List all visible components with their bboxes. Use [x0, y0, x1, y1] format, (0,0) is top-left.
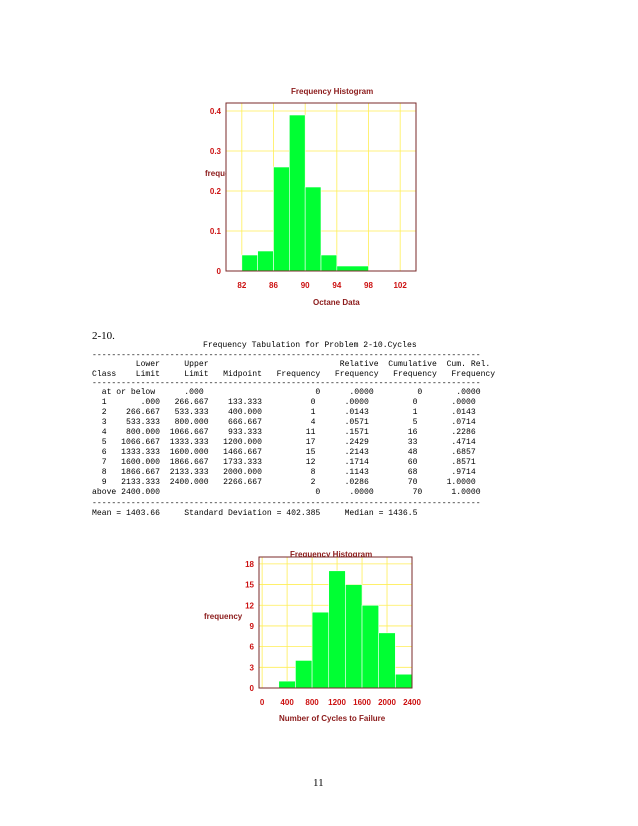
table-divider-mid: ----------------------------------------…: [92, 379, 481, 388]
chart1-x-tick-label: 90: [301, 281, 310, 290]
chart1-title: Frequency Histogram: [291, 87, 374, 96]
table-row: 6 1333.333 1600.000 1466.667 15 .2143 48…: [92, 448, 476, 457]
chart2-bar: [295, 660, 313, 689]
chart2-y-tick-label: 15: [245, 581, 254, 590]
chart1-bar: [273, 166, 290, 272]
chart1-histogram: 0 0.1 0.2 0.3 0.4 82 86 90 94 98 102: [210, 102, 417, 290]
chart1-x-tick-label: 94: [332, 281, 341, 290]
table-title: Frequency Tabulation for Problem 2-10.Cy…: [203, 341, 417, 350]
chart1-bar: [320, 254, 338, 272]
table-divider-bottom: ----------------------------------------…: [92, 499, 481, 508]
table-header-2: Class Limit Limit Midpoint Frequency Fre…: [92, 370, 496, 379]
chart2-x-tick-label: 2000: [378, 698, 396, 707]
chart2-y-tick-label: 9: [250, 622, 255, 631]
chart1-bar: [241, 254, 258, 272]
chart1-bar: [289, 114, 306, 272]
chart1-xlabel: Octane Data: [313, 298, 360, 307]
table-body: at or below .000 0 .0000 0 .0000 1 .000 …: [92, 388, 481, 498]
chart2-bar: [278, 680, 296, 689]
chart1-y-tick-label: 0: [217, 267, 222, 276]
table-summary: Mean = 1403.66 Standard Deviation = 402.…: [92, 509, 418, 518]
chart2-bar: [311, 611, 330, 689]
chart1-x-tick-label: 82: [237, 281, 246, 290]
table-row: 1 .000 266.667 133.333 0 .0000 0 .0000: [92, 398, 476, 407]
chart2-bar: [345, 584, 363, 689]
chart2-x-tick-label: 400: [280, 698, 294, 707]
chart1-y-tick-label: 0.3: [210, 147, 222, 156]
chart2-x-tick-label: 2400: [403, 698, 421, 707]
chart2-x-tick-label: 0: [260, 698, 265, 707]
chart1-x-tick-label: 102: [393, 281, 407, 290]
chart1-bar: [336, 265, 369, 272]
chart2-y-tick-label: 3: [250, 663, 255, 672]
table-row: above 2400.000 0 .0000 70 1.0000: [92, 488, 481, 497]
chart2-histogram: 0 3 6 9 12 15 18 0 400 800 1200 1600 2000 2400: [245, 556, 421, 707]
table-row: 8 1866.667 2133.333 2000.000 8 .1143 68 …: [92, 468, 476, 477]
table-row: 5 1066.667 1333.333 1200.000 17 .2429 33…: [92, 438, 476, 447]
chart1-ylabel: frequency: [205, 169, 244, 178]
chart1-x-tick-label: 86: [269, 281, 278, 290]
chart2-y-tick-label: 6: [250, 643, 255, 652]
chart1-x-tick-label: 98: [364, 281, 373, 290]
chart2-ylabel: frequency: [204, 612, 243, 621]
table-row: 7 1600.000 1866.667 1733.333 12 .1714 60…: [92, 458, 476, 467]
chart2-x-tick-label: 800: [305, 698, 319, 707]
table-row: 9 2133.333 2400.000 2266.667 2 .0286 70 …: [92, 478, 476, 487]
table-row: 3 533.333 800.000 666.667 4 .0571 5 .071…: [92, 418, 476, 427]
chart2-y-tick-label: 12: [245, 601, 254, 610]
chart1-y-tick-label: 0.1: [210, 227, 222, 236]
chart2-y-tick-label: 0: [250, 684, 255, 693]
chart1-bar: [304, 186, 322, 272]
table-row: 4 800.000 1066.667 933.333 11 .1571 16 .…: [92, 428, 476, 437]
chart2-x-tick-label: 1600: [353, 698, 371, 707]
chart2-bar: [328, 570, 346, 689]
chart1-bar: [257, 250, 274, 272]
chart1-frame: [225, 102, 417, 272]
chart2-title: Frequency Histogram: [290, 550, 373, 559]
chart2-bar: [378, 632, 396, 689]
chart1-y-tick-label: 0.2: [210, 187, 222, 196]
chart2-frame: [258, 556, 413, 689]
chart2-y-tick-label: 18: [245, 560, 254, 569]
chart2-bar: [361, 604, 379, 689]
problem-label: 2-10.: [92, 330, 115, 342]
chart2-x-tick-label: 1200: [328, 698, 346, 707]
table-header-1: Lower Upper Relative Cumulative Cum. Rel…: [92, 360, 491, 369]
table-row: 2 266.667 533.333 400.000 1 .0143 1 .014…: [92, 408, 476, 417]
chart1-y-tick-label: 0.4: [210, 107, 222, 116]
table-row: at or below .000 0 .0000 0 .0000: [92, 388, 481, 397]
table-divider-top: ----------------------------------------…: [92, 351, 481, 360]
chart2-bar: [395, 673, 413, 689]
page-number: 11: [313, 777, 324, 789]
chart2-xlabel: Number of Cycles to Failure: [279, 714, 386, 723]
